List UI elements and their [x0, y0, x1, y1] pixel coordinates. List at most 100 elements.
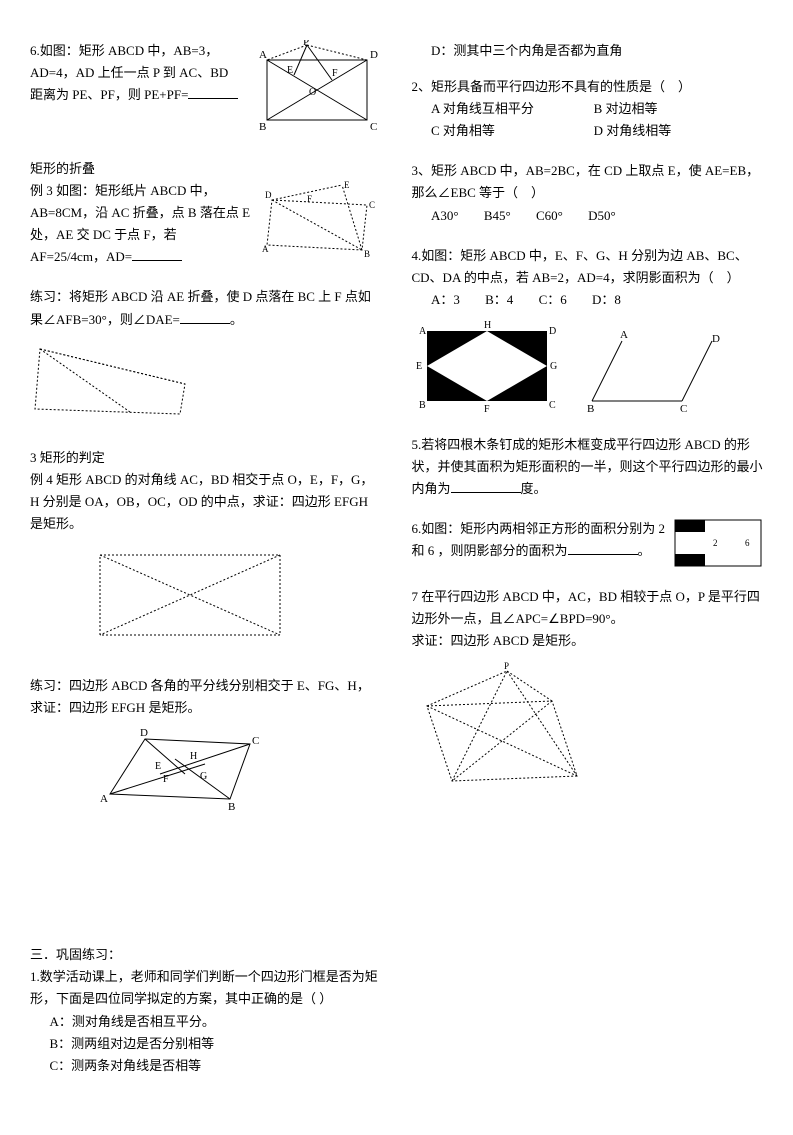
- prac-fold-figure: [30, 339, 200, 429]
- ex4-text: 例 4 矩形 ABCD 的对角线 AC，BD 相交于点 O，E，F，G，H 分别…: [30, 469, 382, 535]
- problem-6: 6.如图：矩形 ABCD 中，AB=3，AD=4，AD 上任一点 P 到 AC、…: [30, 40, 382, 140]
- lb-H: H: [190, 751, 197, 762]
- label-F: F: [332, 68, 338, 79]
- q1-D-wrap: D：测其中三个内角是否都为直角: [412, 40, 764, 62]
- q4f2-C: C: [680, 403, 687, 415]
- q5-end: 度。: [521, 481, 547, 496]
- right-column: D：测其中三个内角是否都为直角 2、矩形具备而平行四边形不具有的性质是（ ） A…: [412, 40, 764, 1095]
- q4f1-D: D: [549, 326, 556, 337]
- q7: 7 在平行四边形 ABCD 中，AC，BD 相较于点 O，P 是平行四边形外一点…: [412, 586, 764, 790]
- q4-figure1: A B C D E F G H: [412, 316, 562, 416]
- svg-text:D: D: [265, 190, 272, 200]
- q2-A: A 对角线互相平分: [431, 98, 590, 120]
- label-C: C: [370, 121, 377, 133]
- lb-D: D: [140, 727, 148, 739]
- q1-D: D：测其中三个内角是否都为直角: [431, 40, 763, 62]
- q4f2-B: B: [587, 403, 594, 415]
- q4f1-C: C: [549, 400, 556, 411]
- q6-l2: 2: [713, 538, 718, 548]
- q4-B: B：4: [485, 289, 513, 311]
- q4f1-B: B: [419, 400, 426, 411]
- prac-fold-blank: [180, 310, 230, 324]
- q2-D: D 对角线相等: [594, 120, 672, 142]
- q6-figure: 2 6: [673, 518, 763, 568]
- q7-figure: P: [412, 661, 592, 791]
- q4-figure2: A B C D: [582, 316, 722, 416]
- ex3-figure: D C A B E F: [262, 180, 382, 260]
- label-P: P: [303, 40, 309, 48]
- lb-E: E: [155, 761, 161, 772]
- lb-B: B: [228, 801, 235, 813]
- q6-end: 。: [638, 543, 651, 558]
- q3-stem: 3、矩形 ABCD 中，AB=2BC，在 CD 上取点 E，使 AE=EB，那么…: [412, 160, 764, 204]
- q4-stem: 4.如图：矩形 ABCD 中，E、F、G、H 分别为边 AB、BC、CD、DA …: [412, 245, 764, 289]
- lb-A: A: [100, 793, 108, 805]
- ex4-figure: [90, 545, 290, 645]
- q4-opts: A：3 B：4 C：6 D：8: [412, 289, 764, 311]
- q2-B: B 对边相等: [594, 98, 658, 120]
- q1-B: B：测两组对边是否分别相等: [50, 1033, 382, 1055]
- q1-stem: 1.数学活动课上，老师和同学们判断一个四边形门框是否为矩形，下面是四位同学拟定的…: [30, 966, 382, 1010]
- lb-G: G: [200, 771, 207, 782]
- q7-prove: 求证：四边形 ABCD 是矩形。: [412, 630, 764, 652]
- q2-stem: 2、矩形具备而平行四边形不具有的性质是（ ）: [412, 76, 764, 98]
- q1-A: A：测对角线是否相互平分。: [50, 1011, 382, 1033]
- q4f2-D: D: [712, 333, 720, 345]
- q6-text-wrap: 6.如图：矩形内两相邻正方形的面积分别为 2 和 6 ，则阴影部分的面积为。: [412, 518, 666, 562]
- lb-F: F: [163, 774, 169, 785]
- q4f1-A: A: [419, 326, 427, 337]
- problem-6-text: 6.如图：矩形 ABCD 中，AB=3，AD=4，AD 上任一点 P 到 AC、…: [30, 40, 239, 106]
- label-B: B: [259, 121, 266, 133]
- svg-text:F: F: [307, 194, 312, 204]
- q4-C: C：6: [539, 289, 567, 311]
- q4f1-F: F: [484, 404, 490, 415]
- q2-C: C 对角相等: [431, 120, 590, 142]
- p6-figure: A D B C P E F O: [247, 40, 382, 140]
- q4: 4.如图：矩形 ABCD 中，E、F、G、H 分别为边 AB、BC、CD、DA …: [412, 245, 764, 416]
- q3-B: B45°: [484, 205, 511, 227]
- q3-opts: A30° B45° C60° D50°: [412, 205, 764, 227]
- q3-C: C60°: [536, 205, 563, 227]
- q3: 3、矩形 ABCD 中，AB=2BC，在 CD 上取点 E，使 AE=EB，那么…: [412, 160, 764, 226]
- example-3: 例 3 如图：矩形纸片 ABCD 中，AB=8CM，沿 AC 折叠，点 B 落在…: [30, 180, 382, 268]
- prac-bisect-text: 练习：四边形 ABCD 各角的平分线分别相交于 E、FG、H，求证：四边形 EF…: [30, 675, 382, 719]
- q6-blank: [568, 541, 638, 555]
- q1-opts: A：测对角线是否相互平分。 B：测两组对边是否分别相等 C：测两条对角线是否相等: [30, 1011, 382, 1077]
- q4-A: A：3: [431, 289, 460, 311]
- label-O: O: [309, 87, 316, 98]
- ex3-blank: [132, 247, 182, 261]
- q7-text: 7 在平行四边形 ABCD 中，AC，BD 相较于点 O，P 是平行四边形外一点…: [412, 586, 764, 630]
- svg-text:C: C: [369, 200, 375, 210]
- consol-title: 三．巩固练习：: [30, 944, 382, 966]
- q5-blank: [451, 479, 521, 493]
- q3-D: D50°: [588, 205, 616, 227]
- prac-bisect-figure: D C A B E F G H: [100, 724, 270, 824]
- lb-C: C: [252, 735, 259, 747]
- prac-fold-end: 。: [230, 312, 243, 327]
- q4f1-E: E: [416, 361, 422, 372]
- q6-l6: 6: [745, 538, 750, 548]
- q4f1-H: H: [484, 320, 491, 331]
- svg-text:B: B: [364, 249, 370, 259]
- svg-text:E: E: [344, 180, 350, 190]
- q1-C: C：测两条对角线是否相等: [50, 1055, 382, 1077]
- example-4: 例 4 矩形 ABCD 的对角线 AC，BD 相交于点 O，E，F，G，H 分别…: [30, 469, 382, 645]
- q4f2-A: A: [620, 329, 628, 341]
- q2-opts: A 对角线互相平分 B 对边相等 C 对角相等 D 对角线相等: [412, 98, 764, 142]
- label-D: D: [370, 49, 378, 61]
- left-column: 6.如图：矩形 ABCD 中，AB=3，AD=4，AD 上任一点 P 到 AC、…: [30, 40, 382, 1095]
- prac-bisect: 练习：四边形 ABCD 各角的平分线分别相交于 E、FG、H，求证：四边形 EF…: [30, 675, 382, 824]
- label-E: E: [287, 65, 293, 76]
- p6-blank: [188, 85, 238, 99]
- q4f1-G: G: [550, 361, 557, 372]
- svg-text:A: A: [262, 244, 269, 254]
- judge-title: 3 矩形的判定: [30, 447, 382, 469]
- label-A: A: [259, 49, 267, 61]
- q4-D: D：8: [592, 289, 621, 311]
- fold-title: 矩形的折叠: [30, 158, 382, 180]
- q2: 2、矩形具备而平行四边形不具有的性质是（ ） A 对角线互相平分 B 对边相等 …: [412, 76, 764, 142]
- q3-A: A30°: [431, 205, 459, 227]
- q6: 6.如图：矩形内两相邻正方形的面积分别为 2 和 6 ，则阴影部分的面积为。 2…: [412, 518, 764, 568]
- q5: 5.若将四根木条钉成的矩形木框变成平行四边形 ABCD 的形状，并使其面积为矩形…: [412, 434, 764, 500]
- svg-text:P: P: [504, 661, 509, 671]
